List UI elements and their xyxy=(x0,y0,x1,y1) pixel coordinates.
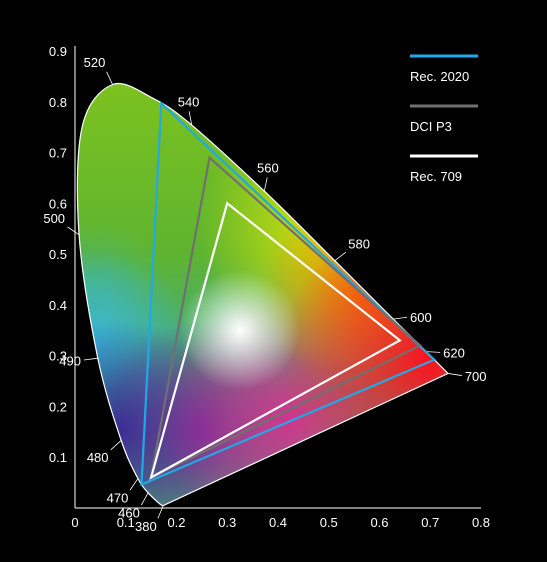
wavelength-label: 580 xyxy=(348,236,370,251)
wavelength-label: 620 xyxy=(443,346,465,361)
wavelength-leader xyxy=(67,226,80,236)
x-tick-label: 0.3 xyxy=(218,515,236,530)
wavelength-label: 540 xyxy=(178,94,200,109)
wavelength-leader xyxy=(447,373,462,376)
x-tick-label: 0.8 xyxy=(472,515,490,530)
axes xyxy=(74,46,481,509)
wavelength-leader xyxy=(129,478,139,491)
x-tick-label: 0.5 xyxy=(320,515,338,530)
wavelength-label: 380 xyxy=(135,519,157,534)
wavelength-label: 700 xyxy=(465,369,487,384)
wavelength-label: 480 xyxy=(87,450,109,465)
wavelength-leader xyxy=(106,71,113,85)
y-tick-label: 0.8 xyxy=(49,95,67,110)
legend-label: Rec. 709 xyxy=(410,169,462,184)
wavelength-label: 460 xyxy=(118,506,140,521)
wavelength-label: 560 xyxy=(257,161,279,176)
tick-labels: 0 0.1 0.2 0.3 0.4 0.5 0.6 0.7 0.8 0.1 0.2 0.3 0.4 0.5… xyxy=(49,44,490,530)
wavelength-label: 470 xyxy=(107,491,129,506)
gamut-triangle xyxy=(149,201,402,480)
wavelength-leader xyxy=(110,440,122,451)
legend: Rec. 2020 DCI P3 Rec. 709 xyxy=(410,54,478,184)
y-tick-label: 0.1 xyxy=(49,450,67,465)
x-tick-label: 0 xyxy=(71,515,78,530)
wavelength-leader xyxy=(83,357,98,361)
legend-label: DCI P3 xyxy=(410,119,452,134)
x-tick-label: 0.4 xyxy=(269,515,287,530)
gamut-triangle xyxy=(140,100,437,487)
wavelength-leader xyxy=(263,177,268,192)
wavelength-leader xyxy=(157,505,164,519)
y-tick-label: 0.3 xyxy=(49,349,67,364)
wavelength-label: 600 xyxy=(410,310,432,325)
y-tick-label: 0.2 xyxy=(49,399,67,414)
x-tick-label: 0.7 xyxy=(421,515,439,530)
gamut-triangles xyxy=(140,100,437,487)
y-tick-label: 0.9 xyxy=(49,44,67,59)
x-tick-label: 0.2 xyxy=(167,515,185,530)
y-tick-label: 0.7 xyxy=(49,146,67,161)
wavelength-label: 520 xyxy=(84,55,106,70)
y-tick-label: 0.5 xyxy=(49,247,67,262)
legend-label: Rec. 2020 xyxy=(410,69,469,84)
x-tick-label: 0.1 xyxy=(117,515,135,530)
wavelength-label: 490 xyxy=(59,353,81,368)
wavelength-leader xyxy=(393,316,408,320)
wavelength-leader xyxy=(188,111,193,126)
x-tick-label: 0.6 xyxy=(370,515,388,530)
y-tick-label: 0.4 xyxy=(49,298,67,313)
wavelength-leader xyxy=(426,351,441,353)
gamut-triangle xyxy=(149,155,423,480)
wavelength-label: 500 xyxy=(43,211,65,226)
wavelength-leader xyxy=(334,251,347,262)
y-tick-label: 0.6 xyxy=(49,196,67,211)
wavelength-leader xyxy=(140,492,149,506)
